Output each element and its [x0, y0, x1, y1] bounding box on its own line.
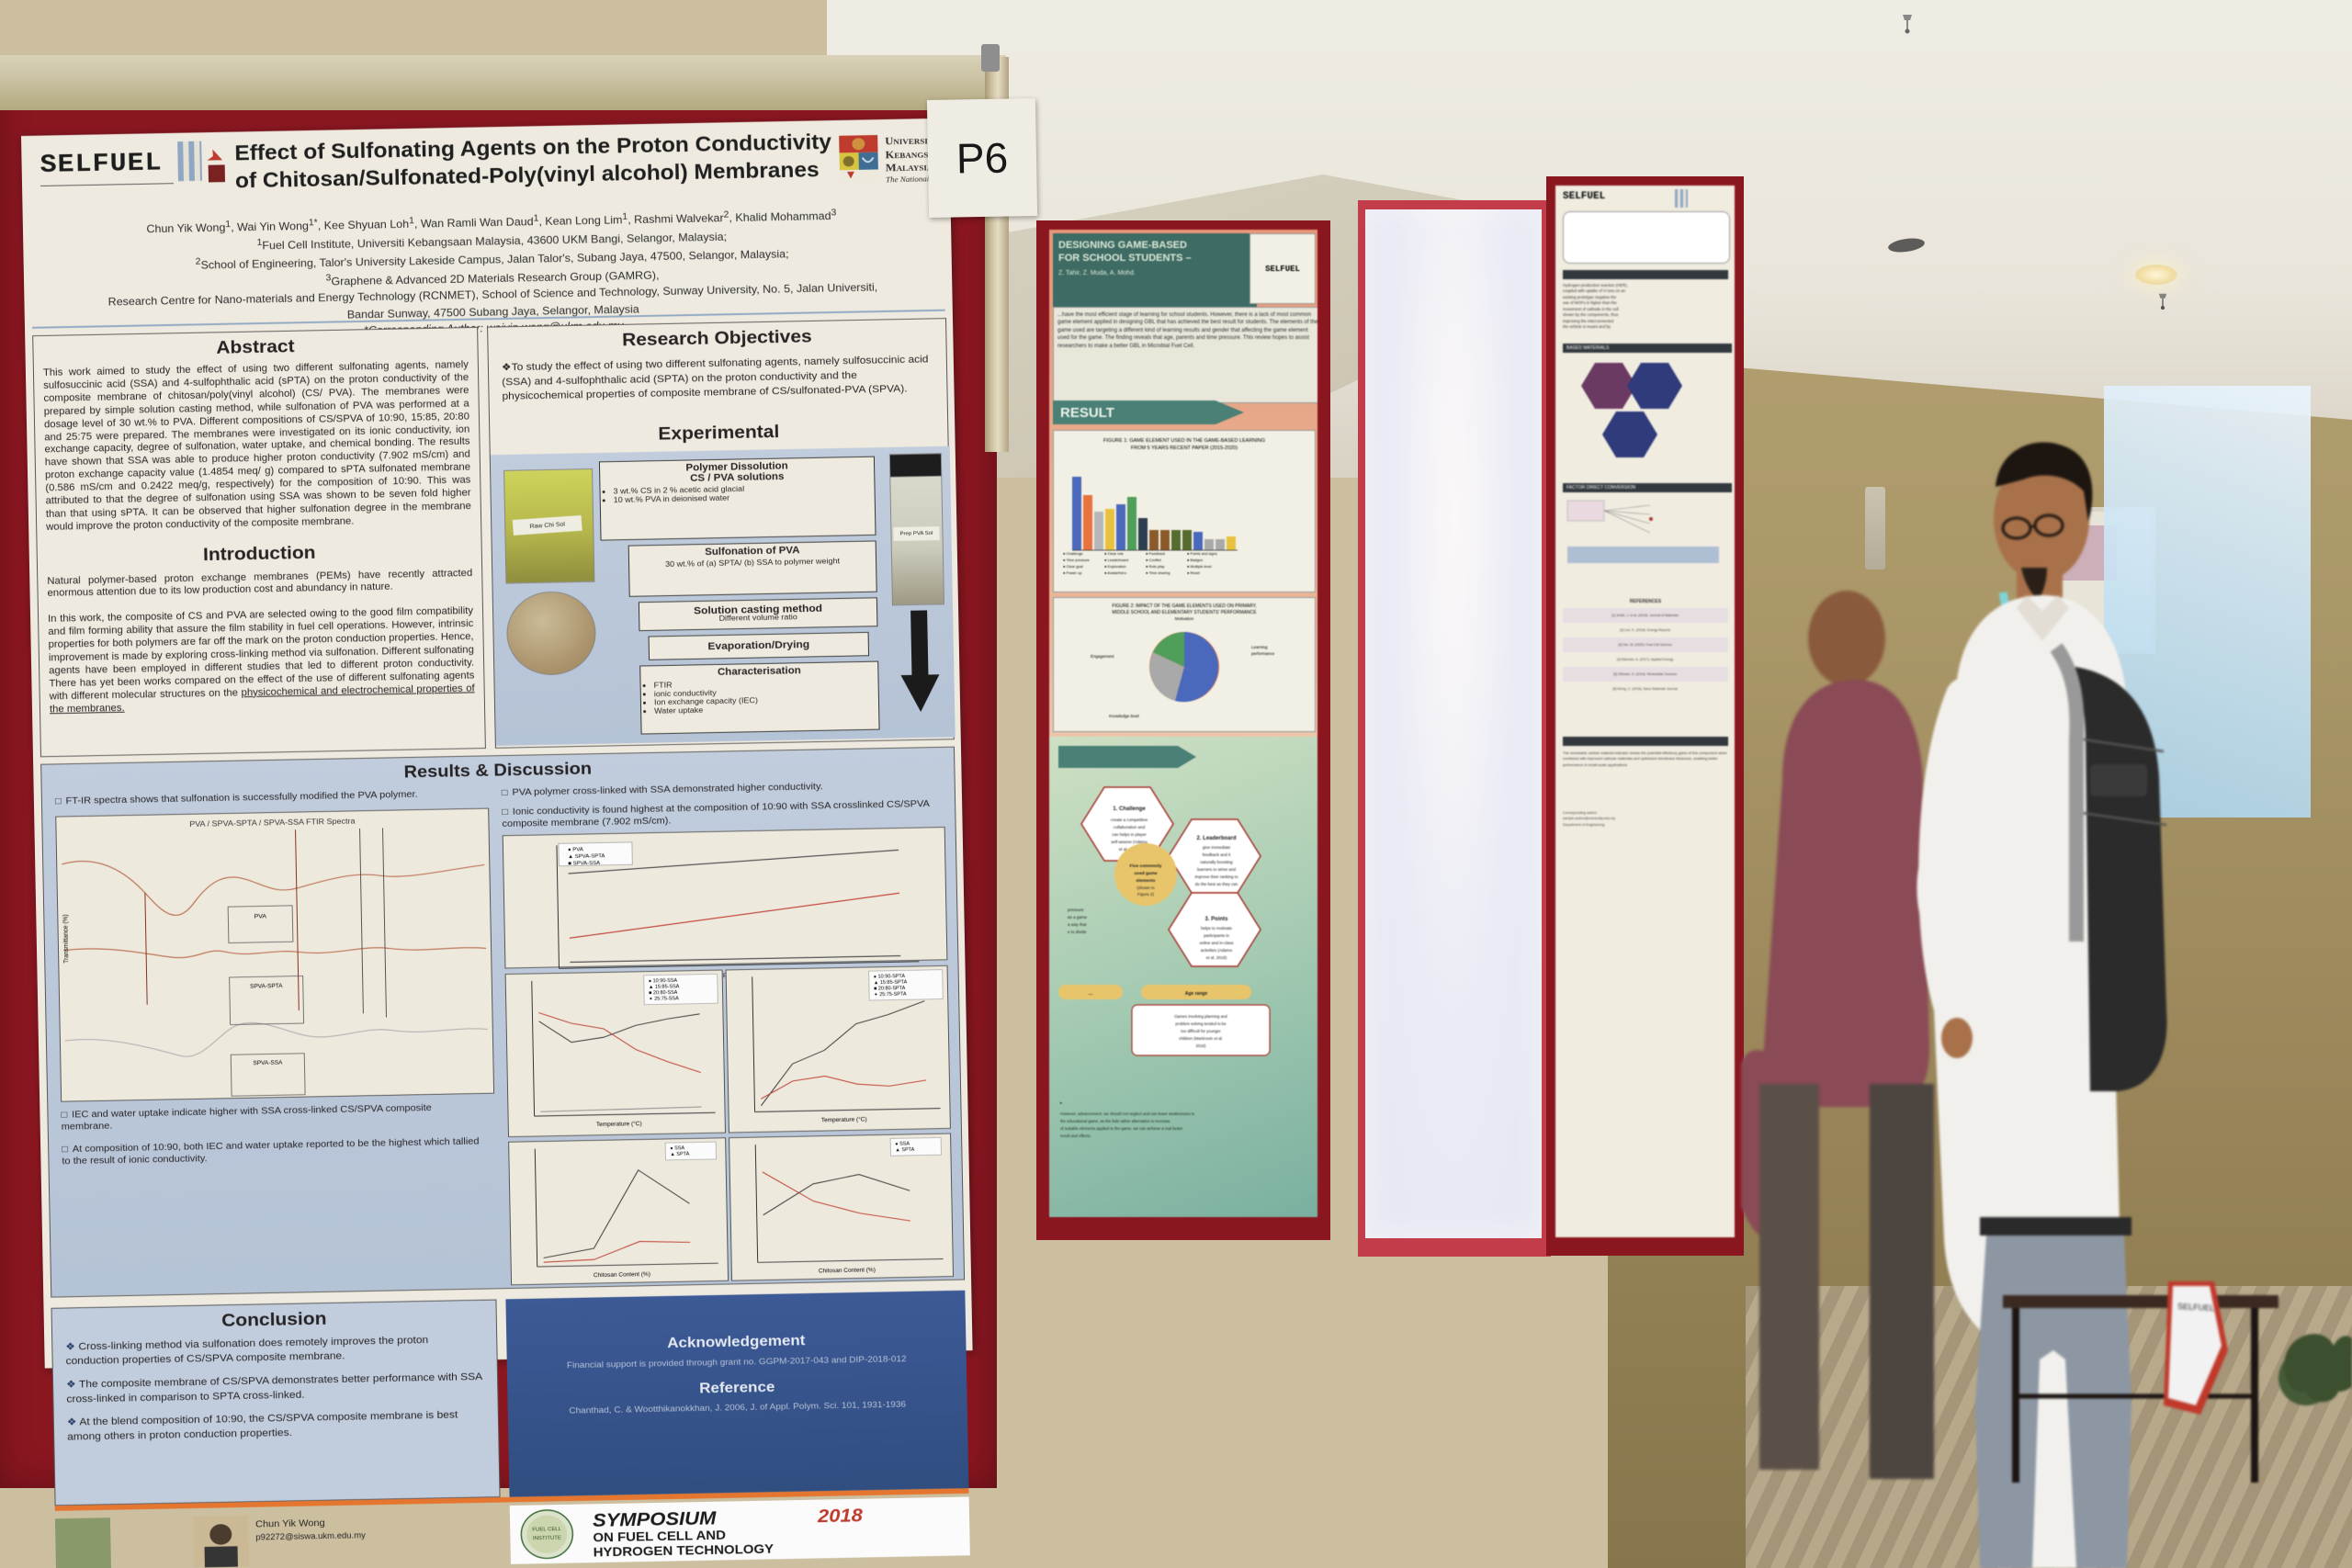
svg-text:give immediate: give immediate: [1203, 845, 1231, 850]
svg-text:used game: used game: [1134, 871, 1157, 876]
svg-text:▲ SPTA: ▲ SPTA: [670, 1152, 689, 1157]
svg-text:● Leaderboard: ● Leaderboard: [1104, 558, 1128, 562]
svg-text:PVA / SPVA-SPTA / SPVA-SSA FTI: PVA / SPVA-SPTA / SPVA-SSA FTIR Spectra: [189, 817, 356, 829]
svg-text:FUEL CELL: FUEL CELL: [532, 1527, 562, 1532]
svg-text:● Multiple level: ● Multiple level: [1187, 564, 1212, 569]
svg-text:● PVA: ● PVA: [568, 847, 583, 852]
svg-text:Transmittance (%): Transmittance (%): [62, 914, 70, 963]
svg-text:elements: elements: [1136, 878, 1156, 884]
svg-text:e to divide: e to divide: [1068, 930, 1087, 934]
svg-text:FROM 5 YEARS RECENT PAPER (201: FROM 5 YEARS RECENT PAPER (2015-2020): [1131, 446, 1238, 451]
svg-text:FIGURE 2: IMPACT OF THE GAME E: FIGURE 2: IMPACT OF THE GAME ELEMENTS US…: [1112, 604, 1256, 609]
svg-text:■ 20:80-SPTA: ■ 20:80-SPTA: [874, 986, 906, 991]
svg-text:INSTITUTE: INSTITUTE: [533, 1536, 561, 1541]
svg-text:Figure 2): Figure 2): [1137, 892, 1155, 897]
svg-text:● Power up: ● Power up: [1063, 570, 1082, 575]
svg-text:Chitosan Content (%): Chitosan Content (%): [594, 1271, 650, 1279]
svg-text:Motivation: Motivation: [1175, 616, 1194, 621]
svg-text:naturally boosting: naturally boosting: [1200, 860, 1233, 864]
svg-text:result and effects.: result and effects.: [1060, 1134, 1091, 1138]
svg-text:improve their ranking to: improve their ranking to: [1194, 874, 1238, 879]
svg-text:● Points and signs: ● Points and signs: [1187, 551, 1217, 556]
svg-text:● Clear rule: ● Clear rule: [1104, 551, 1125, 556]
svg-text:● 10:90-SSA: ● 10:90-SSA: [649, 978, 678, 984]
svg-text:Engagement: Engagement: [1091, 654, 1114, 659]
svg-text:of suitable elements applied t: of suitable elements applied to the game…: [1060, 1126, 1183, 1131]
svg-text:MIDDLE SCHOOL AND ELEMENTARY S: MIDDLE SCHOOL AND ELEMENTARY STUDENTS' P…: [1112, 610, 1257, 615]
svg-text:2018: 2018: [817, 1505, 864, 1527]
svg-text:2. Leaderboard: 2. Leaderboard: [1196, 836, 1236, 841]
svg-text:as a game: as a game: [1068, 915, 1088, 919]
svg-text:a way that: a way that: [1068, 922, 1087, 927]
svg-text:● Exploration: ● Exploration: [1104, 564, 1126, 569]
svg-text:Games involving planning and: Games involving planning and: [1174, 1014, 1227, 1019]
svg-text:● Role-play: ● Role-play: [1146, 564, 1164, 569]
svg-text:■ 20:80-SSA: ■ 20:80-SSA: [649, 990, 678, 996]
svg-text:SPVA-SPTA: SPVA-SPTA: [250, 983, 283, 989]
svg-text:● Clear goal: ● Clear goal: [1063, 564, 1083, 569]
svg-text:children (Martinovic et al.: children (Martinovic et al.: [1179, 1036, 1223, 1041]
svg-text:▲ SPVA-SPTA: ▲ SPVA-SPTA: [568, 853, 605, 860]
svg-text:online and in-class: online and in-class: [1199, 941, 1234, 945]
svg-text:✦ 25:75-SPTA: ✦ 25:75-SPTA: [874, 992, 907, 998]
svg-text:● Badges: ● Badges: [1187, 558, 1203, 562]
svg-text:can helps in player: can helps in player: [1112, 832, 1147, 837]
svg-text:However, advancement, we shoul: However, advancement, we should not negl…: [1060, 1111, 1195, 1116]
svg-text:● Challenge: ● Challenge: [1063, 551, 1083, 556]
svg-text:SELFUEL: SELFUEL: [2177, 1302, 2214, 1313]
svg-text:● SSA: ● SSA: [895, 1142, 910, 1147]
svg-text:▲ SPTA: ▲ SPTA: [895, 1147, 914, 1153]
svg-text:…: …: [1089, 991, 1093, 997]
svg-text:● 10:90-SPTA: ● 10:90-SPTA: [874, 974, 906, 979]
svg-text:collaboration and: collaboration and: [1114, 825, 1146, 829]
svg-text:Age range: Age range: [1185, 991, 1208, 997]
svg-text:✦ 25:75-SSA: ✦ 25:75-SSA: [649, 996, 679, 1001]
svg-text:● Reset: ● Reset: [1187, 570, 1201, 575]
svg-text:Chitosan Content (%): Chitosan Content (%): [819, 1267, 876, 1274]
svg-text:● Conflict: ● Conflict: [1146, 558, 1162, 562]
svg-text:et al. 2018): et al. 2018): [1206, 955, 1227, 960]
svg-text:activities (Adamo: activities (Adamo: [1201, 948, 1233, 953]
svg-text:problem solving tended to be: problem solving tended to be: [1175, 1021, 1227, 1026]
svg-text:(shown in: (shown in: [1136, 886, 1155, 890]
svg-text:▲ 15:85-SSA: ▲ 15:85-SSA: [649, 984, 680, 989]
svg-text:HYDROGEN TECHNOLOGY: HYDROGEN TECHNOLOGY: [594, 1542, 775, 1560]
svg-text:● Feedback: ● Feedback: [1146, 551, 1165, 556]
svg-text:SPVA-SSA: SPVA-SSA: [253, 1060, 283, 1066]
svg-text:1. Challenge: 1. Challenge: [1113, 807, 1146, 812]
svg-text:Learning: Learning: [1251, 645, 1268, 649]
svg-text:SYMPOSIUM: SYMPOSIUM: [593, 1507, 718, 1531]
svg-text:feedback and it: feedback and it: [1203, 852, 1231, 857]
svg-text:do the best as they can: do the best as they can: [1195, 882, 1238, 886]
svg-text:PVA: PVA: [254, 914, 267, 920]
svg-text:Temperature (°C): Temperature (°C): [821, 1115, 867, 1123]
svg-text:FIGURE 1: GAME ELEMENT USED IN: FIGURE 1: GAME ELEMENT USED IN THE GAME-…: [1103, 438, 1265, 444]
svg-text:3. Points: 3. Points: [1204, 917, 1228, 922]
svg-text:performance: performance: [1251, 651, 1275, 656]
svg-text:learners to strive and: learners to strive and: [1197, 867, 1237, 872]
svg-text:pressure: pressure: [1068, 908, 1084, 912]
svg-text:● Time sharing: ● Time sharing: [1146, 570, 1170, 575]
svg-text:▸: ▸: [1060, 1100, 1062, 1105]
svg-text:too difficult for younger: too difficult for younger: [1181, 1029, 1221, 1033]
svg-text:● SSA: ● SSA: [670, 1145, 684, 1151]
svg-text:Temperature (°C): Temperature (°C): [596, 1120, 642, 1128]
svg-text:2016): 2016): [1196, 1043, 1207, 1048]
svg-text:● Time pressure: ● Time pressure: [1063, 558, 1091, 562]
svg-text:participants in: participants in: [1204, 933, 1229, 938]
svg-text:■ SPVA-SSA: ■ SPVA-SSA: [568, 861, 600, 866]
svg-text:Knowledge level: Knowledge level: [1109, 714, 1139, 718]
svg-text:create a competitive: create a competitive: [1111, 818, 1148, 822]
svg-text:▲ 15:85-SPTA: ▲ 15:85-SPTA: [874, 980, 908, 987]
svg-text:Five commonly: Five commonly: [1130, 863, 1162, 869]
svg-text:● Avatar/hero: ● Avatar/hero: [1104, 570, 1127, 575]
svg-text:helps to motivate: helps to motivate: [1201, 926, 1233, 931]
svg-text:the educational game, as the k: the educational game, as the kids rather…: [1060, 1119, 1170, 1123]
